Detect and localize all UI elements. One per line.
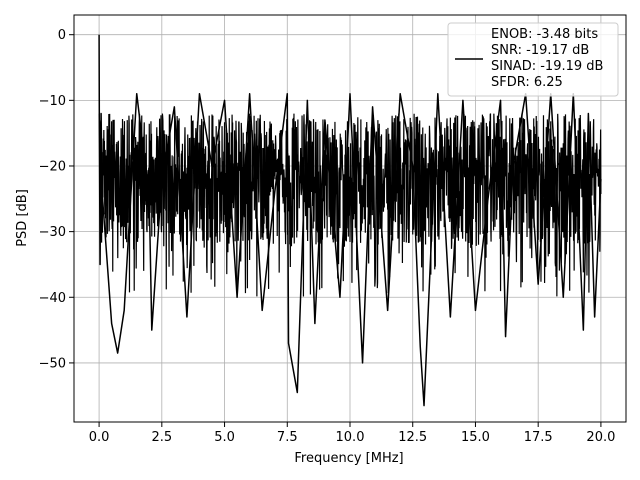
y-tick-label: −30 [39, 225, 66, 240]
legend-entry-snr: SNR: -19.17 dB [491, 43, 589, 58]
x-tick-label: 17.5 [524, 430, 553, 445]
x-axis-label: Frequency [MHz] [294, 451, 403, 466]
y-axis-label: PSD [dB] [15, 189, 30, 247]
y-tick-label: −10 [39, 94, 66, 109]
x-tick-label: 20.0 [586, 430, 615, 445]
y-tick-label: −20 [39, 159, 66, 174]
legend-entry-sinad: SINAD: -19.19 dB [491, 59, 603, 74]
y-axis-ticks: 0 −10 −20 −30 −40 −50 [39, 28, 74, 371]
legend-entry-enob: ENOB: -3.48 bits [491, 27, 598, 42]
x-tick-label: 10.0 [336, 430, 365, 445]
y-tick-label: −50 [39, 356, 66, 371]
x-tick-label: 7.5 [277, 430, 298, 445]
x-axis-ticks: 0.0 2.5 5.0 7.5 10.0 12.5 15.0 17.5 20.0 [89, 422, 615, 445]
legend: ENOB: -3.48 bits SNR: -19.17 dB SINAD: -… [447, 22, 619, 97]
noise-trace [98, 113, 602, 297]
x-tick-label: 2.5 [151, 430, 172, 445]
y-tick-label: −40 [39, 291, 66, 306]
legend-entry-sfdr: SFDR: 6.25 [491, 75, 563, 90]
x-tick-label: 5.0 [214, 430, 235, 445]
legend-box [447, 22, 619, 97]
noise-floor-line [98, 113, 602, 297]
x-tick-label: 12.5 [398, 430, 427, 445]
x-tick-label: 0.0 [89, 430, 110, 445]
series-line [98, 34, 602, 407]
y-tick-label: 0 [58, 28, 66, 43]
x-tick-label: 15.0 [461, 430, 490, 445]
